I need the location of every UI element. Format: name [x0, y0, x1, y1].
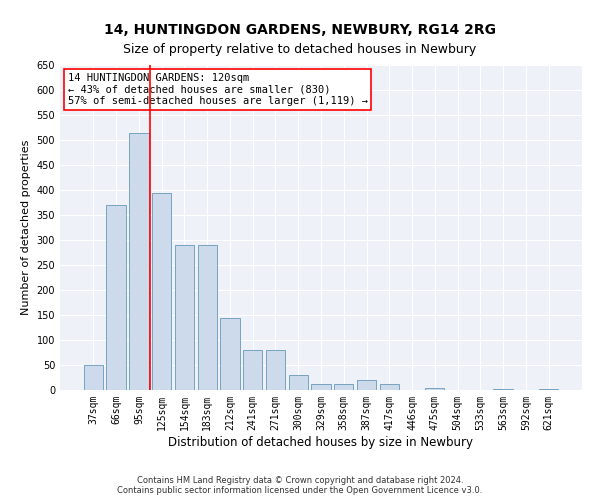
Bar — [334, 384, 353, 390]
Text: Size of property relative to detached houses in Newbury: Size of property relative to detached ho… — [124, 42, 476, 56]
Bar — [84, 365, 103, 390]
Bar — [380, 384, 399, 390]
Bar — [493, 388, 513, 390]
Bar — [197, 245, 217, 390]
Bar — [220, 318, 239, 390]
Bar — [129, 132, 149, 390]
Text: 14, HUNTINGDON GARDENS, NEWBURY, RG14 2RG: 14, HUNTINGDON GARDENS, NEWBURY, RG14 2R… — [104, 22, 496, 36]
Text: Contains HM Land Registry data © Crown copyright and database right 2024.
Contai: Contains HM Land Registry data © Crown c… — [118, 476, 482, 495]
Bar — [243, 350, 262, 390]
Bar — [425, 388, 445, 390]
Bar — [175, 245, 194, 390]
Bar — [152, 192, 172, 390]
Bar — [106, 205, 126, 390]
Bar — [357, 380, 376, 390]
Y-axis label: Number of detached properties: Number of detached properties — [21, 140, 31, 315]
X-axis label: Distribution of detached houses by size in Newbury: Distribution of detached houses by size … — [169, 436, 473, 448]
Bar — [539, 389, 558, 390]
Bar — [289, 375, 308, 390]
Bar — [311, 384, 331, 390]
Text: 14 HUNTINGDON GARDENS: 120sqm
← 43% of detached houses are smaller (830)
57% of : 14 HUNTINGDON GARDENS: 120sqm ← 43% of d… — [68, 73, 368, 106]
Bar — [266, 350, 285, 390]
